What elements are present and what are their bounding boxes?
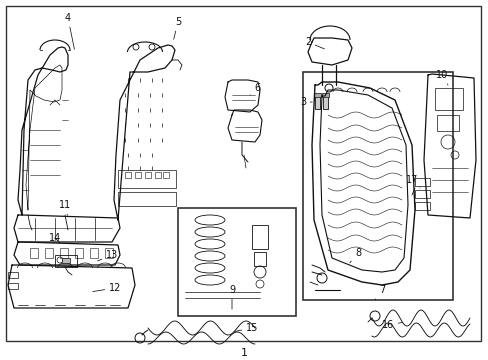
- Text: 16: 16: [381, 320, 402, 330]
- Text: 9: 9: [228, 285, 235, 309]
- Bar: [414, 190, 429, 198]
- Text: 10: 10: [435, 70, 447, 85]
- Bar: [251, 225, 267, 249]
- Bar: [163, 172, 169, 178]
- Bar: [303, 72, 452, 300]
- Bar: [125, 172, 131, 178]
- Text: 4: 4: [65, 13, 74, 49]
- Bar: [60, 248, 68, 258]
- Text: 13: 13: [98, 250, 118, 261]
- Bar: [323, 95, 327, 109]
- Bar: [8, 283, 18, 289]
- Bar: [314, 95, 319, 109]
- Bar: [75, 248, 83, 258]
- Bar: [436, 115, 458, 131]
- Text: 3: 3: [299, 97, 311, 107]
- Text: 11: 11: [59, 200, 71, 215]
- Text: 8: 8: [349, 248, 360, 263]
- Bar: [178, 208, 295, 316]
- Bar: [321, 93, 328, 97]
- Bar: [414, 202, 429, 210]
- Bar: [145, 172, 151, 178]
- Text: 6: 6: [249, 83, 260, 95]
- Bar: [434, 88, 462, 110]
- Bar: [105, 248, 113, 258]
- Text: 1: 1: [240, 348, 247, 358]
- Text: 7: 7: [374, 285, 385, 300]
- Bar: [8, 272, 18, 278]
- Text: 14: 14: [49, 233, 61, 243]
- Bar: [62, 258, 70, 263]
- Bar: [30, 248, 38, 258]
- Text: 15: 15: [234, 323, 258, 333]
- Bar: [135, 172, 141, 178]
- Text: 17: 17: [405, 175, 419, 188]
- Bar: [155, 172, 161, 178]
- Text: 5: 5: [173, 17, 181, 39]
- Bar: [118, 192, 176, 206]
- Bar: [55, 255, 77, 267]
- Bar: [118, 170, 176, 188]
- Bar: [313, 93, 320, 97]
- Bar: [90, 248, 98, 258]
- Text: 2: 2: [304, 37, 324, 49]
- Bar: [45, 248, 53, 258]
- Bar: [414, 178, 429, 186]
- Bar: [253, 252, 265, 266]
- Text: 12: 12: [93, 283, 121, 293]
